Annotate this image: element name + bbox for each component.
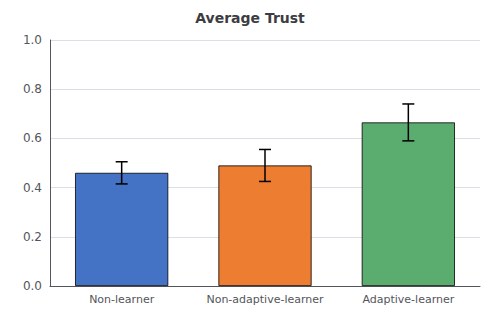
svg-text:0.0: 0.0 <box>23 279 42 293</box>
svg-text:1.0: 1.0 <box>23 33 42 47</box>
svg-text:Non-adaptive-learner: Non-adaptive-learner <box>206 293 324 306</box>
svg-text:Non-learner: Non-learner <box>89 293 155 306</box>
svg-text:0.2: 0.2 <box>23 230 42 244</box>
svg-text:0.4: 0.4 <box>23 181 42 195</box>
svg-text:Adaptive-learner: Adaptive-learner <box>362 293 454 306</box>
svg-text:0.8: 0.8 <box>23 82 42 96</box>
svg-text:Average Trust: Average Trust <box>195 10 305 26</box>
svg-text:0.6: 0.6 <box>23 131 42 145</box>
